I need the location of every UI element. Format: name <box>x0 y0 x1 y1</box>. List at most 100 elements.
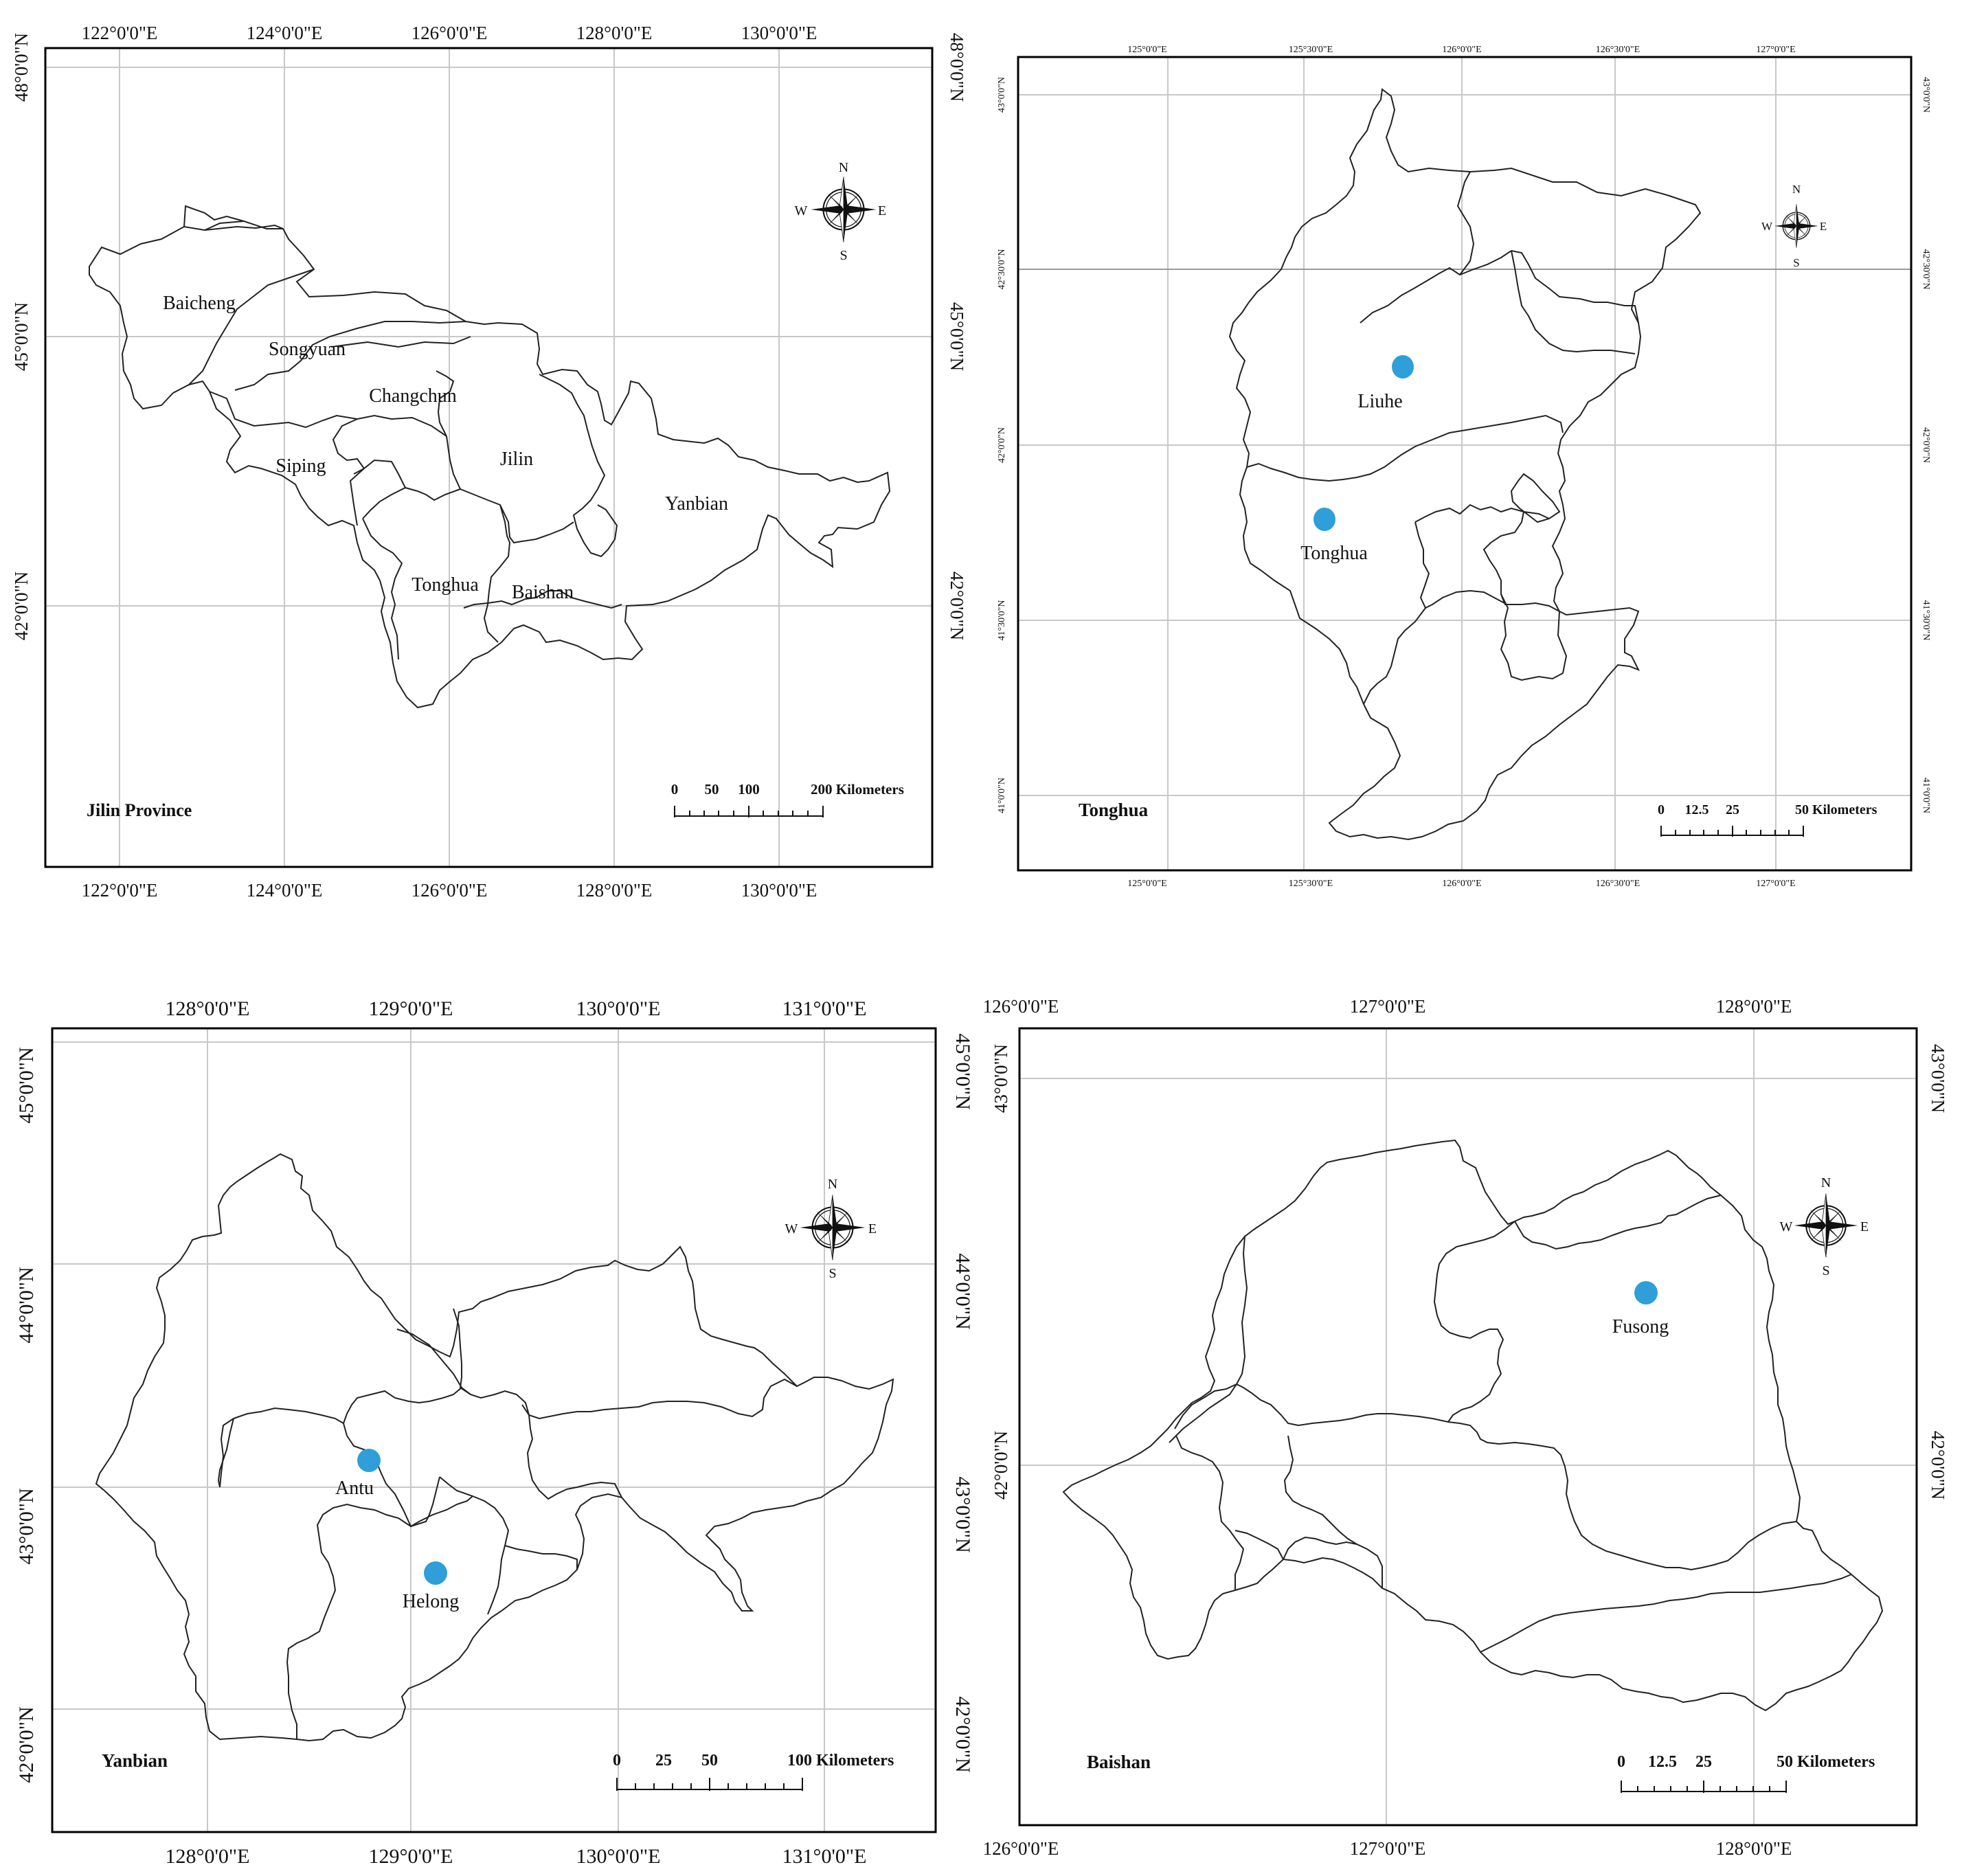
scale-bar: 0 50 100 200 Kilometers <box>671 781 904 817</box>
scale-tick-label: 12.5 <box>1648 1753 1677 1771</box>
scale-tick-label: 100 Kilometers <box>787 1752 894 1770</box>
site-label: Tonghua <box>1300 543 1368 564</box>
lon-labels-top: 125°0'0"E 125°30'0"E 126°0'0"E 126°30'0"… <box>1127 45 1795 55</box>
lon-labels-bottom: 128°0'0"E 129°0'0"E 130°0'0"E 131°0'0"E <box>166 1845 867 1868</box>
lat-labels-left: 45°0'0"N 44°0'0"N 43°0'0"N 42°0'0"N <box>15 1047 38 1783</box>
site-labels: Antu Helong <box>335 1478 459 1612</box>
scale-tick-label: 50 <box>701 1752 718 1770</box>
lon-label: 130°0'0"E <box>576 1845 661 1868</box>
scale-tick-label: 25 <box>1695 1753 1712 1771</box>
site-label: Antu <box>335 1478 374 1499</box>
lon-label: 130°0'0"E <box>741 23 818 43</box>
compass-s: S <box>1793 256 1799 269</box>
lon-label: 127°0'0"E <box>1350 996 1426 1017</box>
compass-rose-icon: N S E W <box>1761 183 1827 269</box>
lat-labels-right: 48°0'0"N 45°0'0"N 42°0'0"N <box>947 33 967 640</box>
site-marker <box>357 1449 381 1472</box>
region-label: Siping <box>275 455 326 477</box>
compass-w: W <box>795 203 808 218</box>
scale-bar: 0 25 50 100 Kilometers <box>613 1752 894 1791</box>
lon-label: 122°0'0"E <box>82 23 158 43</box>
site-labels: Liuhe Tonghua <box>1300 391 1402 564</box>
lon-label: 130°0'0"E <box>576 997 661 1020</box>
compass-e: E <box>1820 220 1827 233</box>
lon-labels-bottom: 125°0'0"E 125°30'0"E 126°0'0"E 126°30'0"… <box>1127 879 1795 889</box>
compass-w: W <box>785 1221 798 1236</box>
lon-labels-bottom: 122°0'0"E 124°0'0"E 126°0'0"E 128°0'0"E … <box>82 880 818 901</box>
compass-e: E <box>868 1221 877 1236</box>
compass-s: S <box>828 1266 836 1281</box>
lat-label: 48°0'0"N <box>947 33 967 102</box>
lat-label: 42°0'0"N <box>1921 427 1931 463</box>
lon-label: 126°0'0"E <box>411 23 488 43</box>
compass-w: W <box>1761 220 1773 233</box>
jilin-boundaries <box>89 205 891 709</box>
site-marker <box>1634 1281 1658 1304</box>
compass-rose-icon: N S E W <box>1780 1175 1869 1278</box>
compass-s: S <box>1822 1263 1829 1278</box>
scale-tick-label: 0 <box>1617 1753 1625 1771</box>
lon-label: 126°0'0"E <box>983 996 1059 1017</box>
compass-rose-icon: N S E W <box>785 1177 877 1281</box>
scale-tick-label: 50 Kilometers <box>1795 802 1878 817</box>
lat-label: 43°0'0"N <box>15 1488 38 1564</box>
scale-bar: 0 12.5 25 50 Kilometers <box>1658 802 1878 837</box>
graticule <box>52 1028 936 1832</box>
lon-label: 130°0'0"E <box>741 880 818 901</box>
site-label: Fusong <box>1612 1316 1669 1337</box>
lat-label: 42°0'0"N <box>11 572 32 640</box>
region-label: Baicheng <box>163 293 236 314</box>
compass-n: N <box>839 160 848 175</box>
lat-label: 43°0'0"N <box>997 77 1007 113</box>
lon-label: 128°0'0"E <box>1716 996 1792 1017</box>
region-label: Tonghua <box>411 574 479 596</box>
lon-labels-top: 128°0'0"E 129°0'0"E 130°0'0"E 131°0'0"E <box>166 997 867 1020</box>
lat-label: 41°0'0"N <box>1921 778 1931 813</box>
lat-label: 41°0'0"N <box>997 778 1007 813</box>
lon-label: 124°0'0"E <box>247 880 323 901</box>
panel-title: Jilin Province <box>87 800 192 820</box>
lon-label: 126°0'0"E <box>1442 879 1481 889</box>
lon-label: 126°30'0"E <box>1596 45 1640 55</box>
scale-bar: 0 12.5 25 50 Kilometers <box>1617 1753 1875 1793</box>
panel-title: Baishan <box>1087 1752 1151 1772</box>
lat-label: 43°0'0"N <box>951 1476 974 1552</box>
compass-e: E <box>1860 1219 1869 1234</box>
lon-label: 127°0'0"E <box>1350 1838 1426 1859</box>
region-label: Jilin <box>500 449 533 470</box>
scale-tick-label: 25 <box>1726 802 1739 817</box>
site-marker <box>424 1561 447 1585</box>
lat-labels-left: 48°0'0"N 45°0'0"N 42°0'0"N <box>11 33 32 640</box>
lat-label: 48°0'0"N <box>11 33 32 102</box>
lon-label: 128°0'0"E <box>576 23 653 43</box>
scale-tick-label: 25 <box>655 1752 672 1770</box>
lon-label: 125°30'0"E <box>1289 45 1333 55</box>
lon-label: 125°0'0"E <box>1127 879 1166 889</box>
tonghua-boundaries <box>1228 88 1702 841</box>
lat-labels-left: 43°0'0"N 42°0'0"N <box>991 1044 1011 1500</box>
lon-label: 127°0'0"E <box>1756 45 1795 55</box>
panel-title: Tonghua <box>1079 800 1149 820</box>
lon-label: 125°0'0"E <box>1127 45 1166 55</box>
scale-tick-label: 200 Kilometers <box>811 781 904 798</box>
compass-w: W <box>1780 1219 1793 1234</box>
lon-label: 129°0'0"E <box>369 997 453 1020</box>
map-frame <box>1017 56 1913 872</box>
lon-label: 128°0'0"E <box>166 1845 250 1868</box>
lat-labels-left: 43°0'0"N 42°30'0"N 42°0'0"N 41°30'0"N 41… <box>997 77 1007 813</box>
lat-label: 45°0'0"N <box>15 1047 38 1123</box>
lon-label: 126°0'0"E <box>411 880 488 901</box>
region-label: Changchun <box>369 385 457 407</box>
site-markers <box>1634 1281 1658 1304</box>
region-label: Yanbian <box>665 493 728 515</box>
lat-label: 42°0'0"N <box>991 1431 1011 1500</box>
lon-label: 127°0'0"E <box>1756 879 1795 889</box>
site-marker <box>1392 355 1414 378</box>
site-label: Helong <box>403 1591 459 1612</box>
lon-label: 125°30'0"E <box>1289 879 1333 889</box>
lon-label: 131°0'0"E <box>782 997 867 1020</box>
lon-labels-top: 126°0'0"E 127°0'0"E 128°0'0"E <box>983 996 1792 1017</box>
lat-label: 43°0'0"N <box>991 1044 1011 1113</box>
yanbian-boundaries <box>95 1153 894 1742</box>
panel-title: Yanbian <box>102 1750 168 1771</box>
